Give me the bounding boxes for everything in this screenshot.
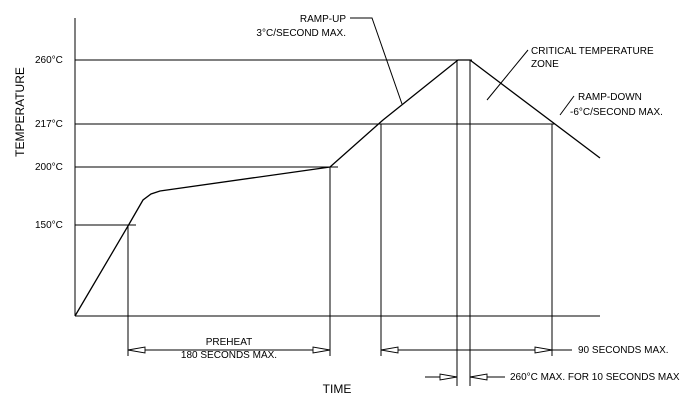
tick-label-217c: 217°C <box>35 119 63 130</box>
x-axis-title: TIME <box>323 382 352 394</box>
preheat-right-arrow <box>312 346 331 354</box>
ramp-down-leader <box>559 95 575 116</box>
above-217-right-arrow <box>534 346 553 354</box>
temperature-profile-curve <box>74 59 601 317</box>
above-217-left-arrow <box>380 346 399 354</box>
preheat-label: PREHEAT <box>206 337 253 348</box>
tick-label-150c: 150°C <box>35 220 63 231</box>
peak-duration-label: 260°C MAX. FOR 10 SECONDS MAX <box>510 372 680 383</box>
critical-zone-leader <box>486 49 529 101</box>
critical-zone-label: CRITICAL TEMPERATURE <box>531 46 654 57</box>
peak-right-arrow <box>469 373 488 381</box>
y-axis-title: TEMPERATURE <box>13 67 27 157</box>
preheat-duration-label: 180 SECONDS MAX. <box>181 350 277 361</box>
tick-label-260c: 260°C <box>35 55 63 66</box>
ramp-up-leader <box>350 17 403 105</box>
tick-label-200c: 200°C <box>35 162 63 173</box>
peak-left-arrow <box>439 373 458 381</box>
preheat-left-arrow <box>127 346 146 354</box>
above-217-duration-label: 90 SECONDS MAX. <box>578 345 669 356</box>
ramp-up-rate-label: 3°C/SECOND MAX. <box>256 28 346 39</box>
ramp-up-label: RAMP-UP <box>300 14 346 25</box>
ramp-down-label: RAMP-DOWN <box>578 92 642 103</box>
critical-zone-label-2: ZONE <box>531 59 559 70</box>
ramp-down-rate-label: -6°C/SECOND MAX. <box>570 107 663 118</box>
